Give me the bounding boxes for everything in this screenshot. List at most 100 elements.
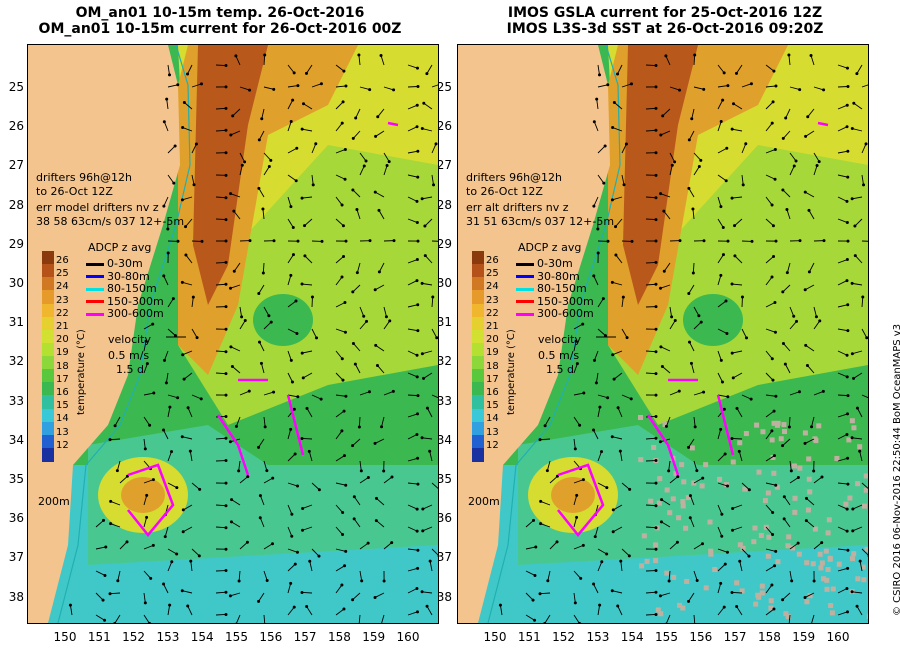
left-colorbar-swatch [42,303,54,318]
left-current-arrow-head [180,589,184,593]
left-current-arrow-head [416,175,420,179]
left-current-arrow [407,150,418,154]
left-lat-tick: 29 [8,236,24,251]
left-current-arrow-head [184,253,188,257]
right-current-arrow-head [794,159,798,163]
left-current-arrow-head [162,204,166,208]
left-current-arrow-head [308,559,312,563]
left-colorbar-tick: 19 [56,347,69,359]
left-current-arrow-head [292,407,296,411]
left-legend-label: 80-150m [107,282,157,295]
left-current-arrow [258,438,265,448]
right-current-arrow-head [654,196,658,200]
left-current-arrow [215,416,227,418]
left-current-arrow-head [341,378,345,382]
right-current-arrow-head [610,198,614,202]
left-current-arrow [238,570,241,581]
right-current-arrow [669,152,675,163]
left-current-arrow [383,476,393,484]
left-current-arrow [335,608,345,616]
left-current-arrow [306,64,313,74]
left-current-arrow [352,189,361,198]
right-cloud-pixel [860,564,866,570]
right-current-arrow [573,592,576,603]
right-cloud-pixel [849,556,855,562]
right-cloud-pixel [762,498,768,504]
right-current-arrow [612,281,623,286]
right-current-arrow [813,390,824,396]
left-current-arrow-head [162,274,166,278]
left-current-arrow-head [180,198,184,202]
right-current-arrow-head [720,534,724,538]
right-current-arrow [783,496,791,506]
left-error-note: err model drifters nv z 38 58 63cm/s 037… [36,201,184,229]
right-current-arrow-head [774,549,778,553]
right-current-arrow [765,101,774,110]
right-current-arrow-head [688,516,692,520]
right-cloud-pixel [790,545,796,551]
right-current-arrow-head [539,499,543,503]
left-current-arrow [407,394,419,397]
right-cloud-pixel [778,436,784,442]
left-current-arrow-head [416,412,420,416]
right-ocean-band-teal [518,425,868,565]
right-current-arrow-head [673,160,677,164]
right-current-arrow-head [659,520,663,524]
left-colorbar-tick: 26 [56,255,69,266]
right-current-arrow-head [803,595,807,599]
left-current-arrow-head [355,207,359,211]
right-current-arrow [645,196,657,199]
left-current-arrow-head [181,530,185,534]
left-current-arrow [263,166,270,176]
right-current-arrow [789,152,797,162]
right-current-arrow [859,561,863,572]
left-current-arrow-head [300,590,304,594]
right-current-arrow-head [796,476,800,480]
left-current-arrow-head [224,85,228,89]
left-current-arrow-head [300,282,304,286]
right-current-arrow [693,614,696,623]
left-current-arrow-head [166,227,170,231]
left-current-arrow [95,546,106,550]
right-current-arrow-head [598,73,602,77]
right-cloud-pixel [730,459,736,465]
right-current-arrow-head [850,352,854,356]
left-drifter-track [387,121,399,127]
right-cloud-pixel [658,611,664,617]
right-current-arrow-head [781,598,785,602]
right-cloud-pixel [708,548,714,554]
right-eddy-core [551,477,595,513]
right-current-arrow [597,64,600,75]
right-current-arrow [809,262,815,273]
left-current-arrow-head [344,84,348,88]
left-current-arrow-head [229,520,233,524]
left-current-arrow-head [109,499,113,503]
right-cloud-pixel [863,487,868,493]
left-colorbar-tick: 22 [56,307,69,319]
left-current-arrow-head [342,69,346,73]
left-current-arrow-head [319,82,323,86]
left-current-arrow [167,84,178,88]
left-current-arrow-head [113,424,117,428]
left-colorbar-swatch [42,356,54,370]
left-current-arrow [232,108,241,117]
right-cloud-pixel [792,495,798,501]
left-current-arrow [359,460,362,471]
right-current-arrow [597,451,602,462]
right-current-arrow-head [722,407,726,411]
right-current-arrow-head [773,564,777,568]
left-current-arrow [422,526,433,532]
left-current-arrow [263,152,272,161]
left-current-arrow-head [148,621,151,623]
right-current-arrow-head [659,192,663,196]
right-current-arrow-head [575,493,579,497]
left-current-arrow [230,193,241,198]
right-current-arrow [669,541,678,550]
left-current-arrow [407,350,418,356]
right-current-arrow [593,275,599,286]
left-lat-tick: 30 [8,276,24,290]
right-current-arrow [525,592,534,601]
right-cloud-pixel [786,534,792,540]
right-cloud-pixel [670,496,676,502]
left-current-arrow [359,391,370,396]
